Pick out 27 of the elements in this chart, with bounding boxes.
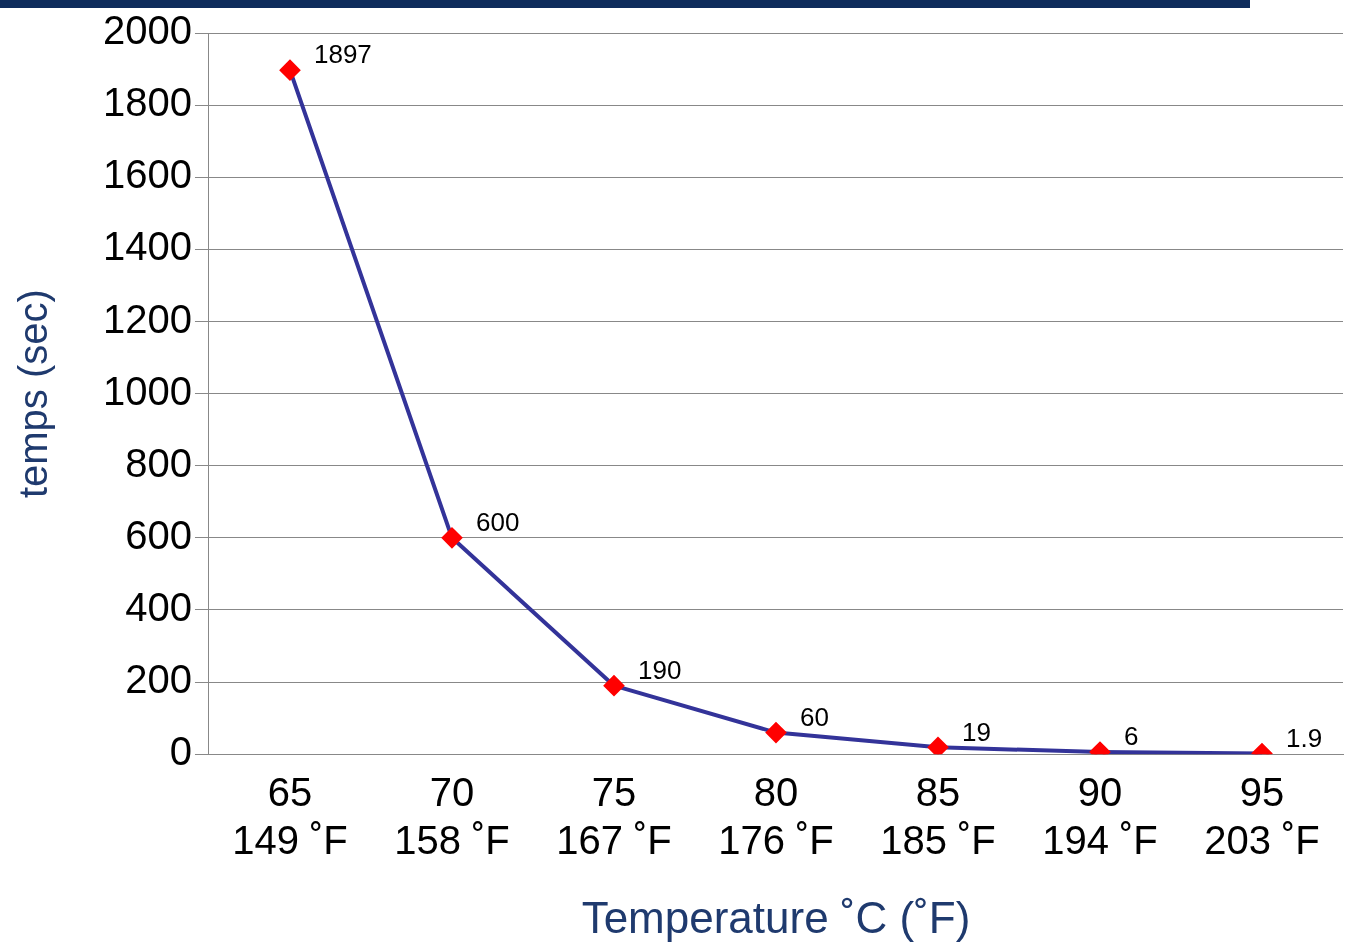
y-tick-label: 1000 [103,368,192,413]
x-tick-label: 65 149 ˚F [232,770,348,863]
data-label: 190 [637,654,682,685]
data-label: 600 [475,507,520,538]
x-tick-label: 90 194 ˚F [1042,770,1158,863]
x-tick-label: 70 158 ˚F [394,770,510,863]
data-label: 1.9 [1286,722,1323,753]
y-tick-label: 400 [125,584,192,629]
y-tick-label: 200 [125,657,192,702]
y-tick-label: 800 [125,440,192,485]
y-tick-label: 1600 [103,152,192,197]
y-tick-label: 1200 [103,296,192,341]
x-axis-title: Temperature ˚C (˚F) [581,892,971,942]
y-tick-label: 2000 [103,8,192,53]
data-label: 19 [961,716,991,747]
x-tick-label: 75 167 ˚F [556,770,672,863]
x-tick-label: 80 176 ˚F [718,770,834,863]
y-tick-label: 0 [169,729,192,774]
y-tick-label: 1800 [103,80,192,125]
y-tick-label: 600 [125,512,192,557]
y-axis-title: temps (sec) [11,289,56,499]
x-tick-label: 95 203 ˚F [1204,770,1320,863]
data-label: 6 [1124,721,1139,752]
data-label: 1897 [313,39,372,70]
data-label: 60 [799,701,829,732]
x-tick-label: 85 185 ˚F [880,770,996,863]
y-tick-label: 1400 [103,224,192,269]
